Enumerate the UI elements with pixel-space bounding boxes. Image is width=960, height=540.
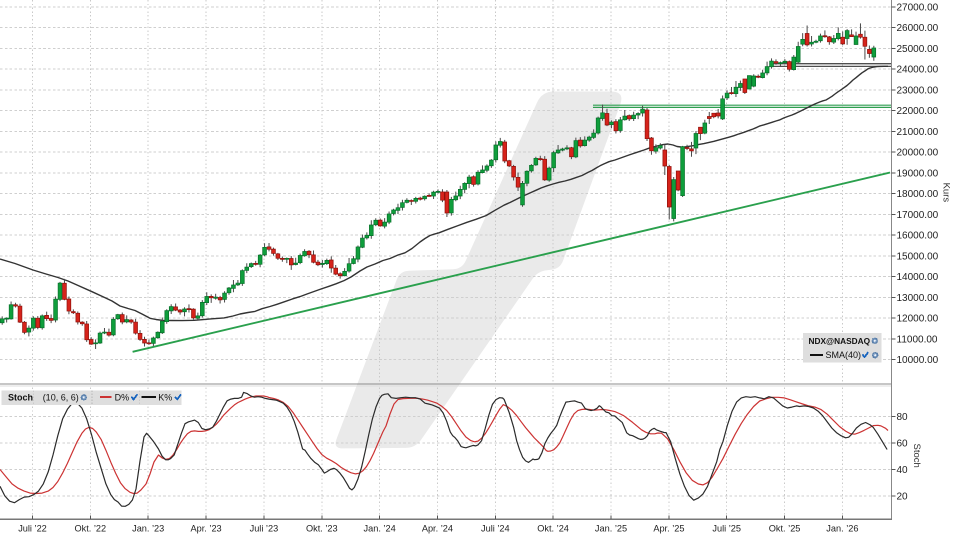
- svg-text:40: 40: [897, 465, 909, 476]
- svg-text:Jan. ’24: Jan. ’24: [364, 524, 396, 534]
- svg-text:23000.00: 23000.00: [897, 85, 939, 96]
- svg-text:Okt. ’25: Okt. ’25: [769, 524, 801, 534]
- svg-text:15000.00: 15000.00: [897, 251, 939, 262]
- svg-text:12000.00: 12000.00: [897, 314, 939, 325]
- svg-text:21000.00: 21000.00: [897, 127, 939, 138]
- svg-text:Jan. ’26: Jan. ’26: [826, 524, 858, 534]
- svg-text:25000.00: 25000.00: [897, 44, 939, 55]
- svg-text:(10, 6, 6): (10, 6, 6): [43, 393, 79, 403]
- svg-text:Juli ’22: Juli ’22: [18, 524, 47, 534]
- svg-text:Jan. ’25: Jan. ’25: [595, 524, 627, 534]
- svg-text:24000.00: 24000.00: [897, 65, 939, 76]
- svg-text:Okt. ’22: Okt. ’22: [74, 524, 106, 534]
- svg-text:Stoch: Stoch: [8, 393, 33, 403]
- svg-text:D%: D%: [115, 393, 130, 403]
- svg-text:60: 60: [897, 439, 909, 450]
- svg-text:26000.00: 26000.00: [897, 23, 939, 34]
- svg-text:Kurs: Kurs: [941, 183, 952, 203]
- svg-text:Juli ’25: Juli ’25: [712, 524, 741, 534]
- svg-text:Juli ’23: Juli ’23: [250, 524, 279, 534]
- svg-text:Stoch: Stoch: [911, 444, 922, 468]
- svg-text:Apr. ’23: Apr. ’23: [191, 524, 222, 534]
- svg-text:11000.00: 11000.00: [897, 334, 938, 345]
- svg-text:80: 80: [897, 412, 909, 423]
- svg-text:SMA(40): SMA(40): [826, 350, 862, 360]
- svg-text:Jan. ’23: Jan. ’23: [132, 524, 164, 534]
- svg-text:27000.00: 27000.00: [897, 2, 939, 13]
- svg-text:22000.00: 22000.00: [897, 106, 939, 117]
- svg-text:Juli ’24: Juli ’24: [481, 524, 510, 534]
- svg-text:Apr. ’25: Apr. ’25: [653, 524, 684, 534]
- svg-text:K%: K%: [158, 393, 172, 403]
- svg-text:Apr. ’24: Apr. ’24: [422, 524, 453, 534]
- svg-text:20: 20: [897, 492, 909, 503]
- svg-text:20000.00: 20000.00: [897, 148, 939, 159]
- svg-text:19000.00: 19000.00: [897, 168, 939, 179]
- svg-text:NDX@NASDAQ: NDX@NASDAQ: [809, 336, 871, 346]
- svg-text:13000.00: 13000.00: [897, 293, 939, 304]
- svg-text:10000.00: 10000.00: [897, 355, 939, 366]
- svg-text:Okt. ’23: Okt. ’23: [306, 524, 338, 534]
- svg-text:16000.00: 16000.00: [897, 231, 939, 242]
- svg-text:Okt. ’24: Okt. ’24: [537, 524, 569, 534]
- svg-text:18000.00: 18000.00: [897, 189, 939, 200]
- svg-text:17000.00: 17000.00: [897, 210, 939, 221]
- svg-text:14000.00: 14000.00: [897, 272, 939, 283]
